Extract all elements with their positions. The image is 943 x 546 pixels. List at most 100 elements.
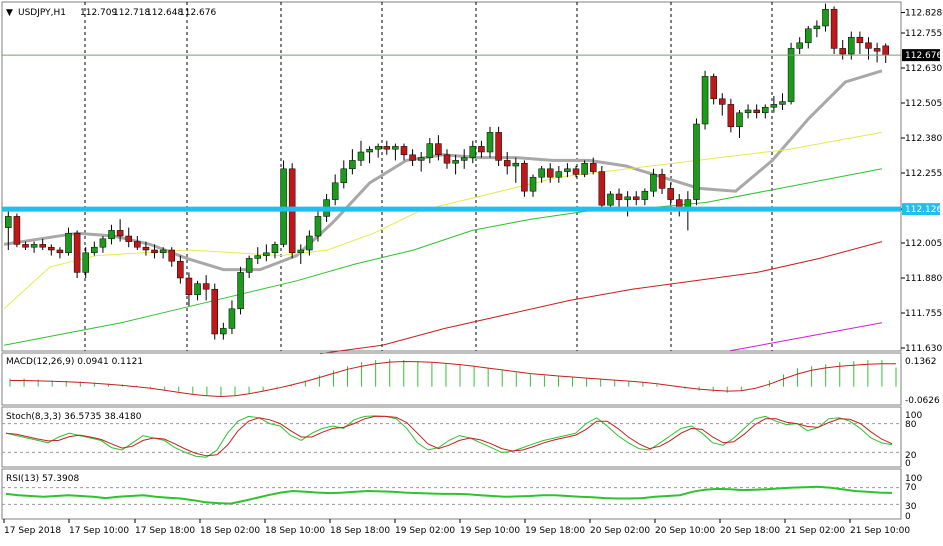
macd-series (9, 359, 897, 398)
stoch-tick-20: 20 (905, 451, 917, 461)
candle-body (538, 168, 545, 178)
macd-tick-top: 0.1362 (905, 357, 937, 367)
candle-body (168, 249, 175, 262)
candle-body (762, 106, 769, 114)
time-tick-label: 20 Sep 02:00 (590, 526, 650, 536)
header-close: 112.676 (179, 8, 216, 18)
stoch-tick-100: 100 (905, 411, 922, 421)
rsi-series (2, 485, 901, 505)
time-tick-label: 19 Sep 18:00 (525, 526, 585, 536)
candle-body (564, 168, 571, 172)
candle-body (770, 104, 778, 108)
candle-body (503, 160, 511, 167)
candle-body (280, 168, 287, 245)
candle-body (220, 328, 227, 335)
candle-body (245, 258, 253, 273)
candle-body (392, 146, 399, 150)
candle-body (693, 123, 700, 200)
candle-body (452, 160, 459, 164)
candle-body (263, 252, 270, 256)
price-tick-label: 111.880 (905, 274, 942, 284)
moving-average-line (729, 322, 883, 352)
rsi-tick-0: 0 (905, 512, 911, 522)
time-tick-label: 17 Sep 18:00 (135, 526, 195, 536)
price-tick-label: 111.630 (905, 344, 942, 354)
candle-body (701, 76, 709, 125)
candle-body (495, 132, 502, 161)
candle-body (719, 98, 726, 105)
candle-body (177, 260, 184, 279)
candle-body (589, 162, 597, 172)
candle-body (848, 36, 855, 55)
candle-body (349, 160, 356, 170)
candle-body (555, 171, 563, 178)
price-tick-label: 112.828 (905, 9, 942, 19)
candle-body (736, 112, 743, 128)
candle-body (632, 196, 640, 200)
candle-body (529, 176, 537, 192)
price-tick-label: 112.630 (905, 64, 942, 74)
current-price-tag-label: 112.676 (905, 51, 942, 61)
candle-body (822, 8, 829, 27)
candle-body (116, 230, 124, 237)
candle-body (202, 283, 210, 290)
candle-body (830, 8, 838, 49)
candle-body (805, 28, 812, 44)
candle-body (873, 48, 881, 52)
time-tick-label: 17 Sep 10:00 (69, 526, 129, 536)
candle-body (787, 48, 795, 102)
candle-body (581, 162, 588, 175)
candle-body (211, 288, 219, 335)
macd-label: MACD(12,26,9) 0.0941 0.1121 (6, 357, 143, 367)
candle-body (357, 151, 365, 161)
header-low: 112.648 (146, 8, 183, 18)
stochastic-panel: Stoch(8,3,3) 36.5735 38.4180 100 80 20 0 (1, 406, 922, 469)
candle-body (366, 148, 373, 153)
candle-body (478, 146, 485, 153)
candle-body (73, 232, 81, 273)
price-panel: 112.828 112.755 112.630 112.505 112.380 112.2… (1, 1, 942, 355)
candle-body (22, 244, 29, 248)
candle-body (607, 193, 614, 206)
rsi-tick-100: 100 (905, 474, 922, 484)
candle-body (443, 154, 451, 164)
candle-body (658, 174, 666, 189)
stoch-line (5, 415, 893, 457)
time-tick-label: 19 Sep 02:00 (395, 526, 455, 536)
candle-body (882, 45, 889, 56)
time-tick-label: 18 Sep 18:00 (330, 526, 390, 536)
candle-body (48, 246, 55, 251)
candle-body (650, 174, 657, 192)
candle-body (753, 109, 760, 114)
macd-panel: MACD(12,26,9) 0.0941 0.1121 0.1362 -0.06… (1, 352, 940, 406)
candle-body (185, 277, 193, 296)
candle-body (460, 157, 468, 161)
candle-body (598, 171, 606, 206)
time-tick-label: 20 Sep 10:00 (655, 526, 715, 536)
rsi-label: RSI(13) 57.3908 (6, 474, 79, 484)
candle-body (39, 244, 46, 248)
time-axis: 17 Sep 2018 17 Sep 10:00 17 Sep 18:00 18 Se… (3, 519, 910, 536)
candle-body (108, 230, 115, 240)
stoch-tick-0: 0 (905, 459, 911, 469)
price-tick-label: 112.505 (905, 99, 942, 109)
candle-body (13, 216, 21, 245)
moving-average-line (3, 69, 883, 272)
header-arrow: ▼ (6, 8, 13, 18)
macd-signal-line (10, 360, 896, 398)
candle-body (839, 48, 846, 55)
time-tick-label: 21 Sep 10:00 (850, 526, 910, 536)
rsi-tick-30: 30 (905, 502, 917, 512)
candle-body (194, 283, 201, 296)
candle-body (426, 143, 434, 158)
candle-body (331, 182, 339, 200)
macd-panel-frame (1, 352, 902, 406)
stochastic-series (2, 415, 901, 458)
time-tick-label: 20 Sep 18:00 (720, 526, 780, 536)
candle-body (65, 232, 72, 254)
candle-body (306, 235, 313, 251)
candle-body (865, 42, 872, 49)
stochastic-panel-frame (1, 406, 902, 468)
